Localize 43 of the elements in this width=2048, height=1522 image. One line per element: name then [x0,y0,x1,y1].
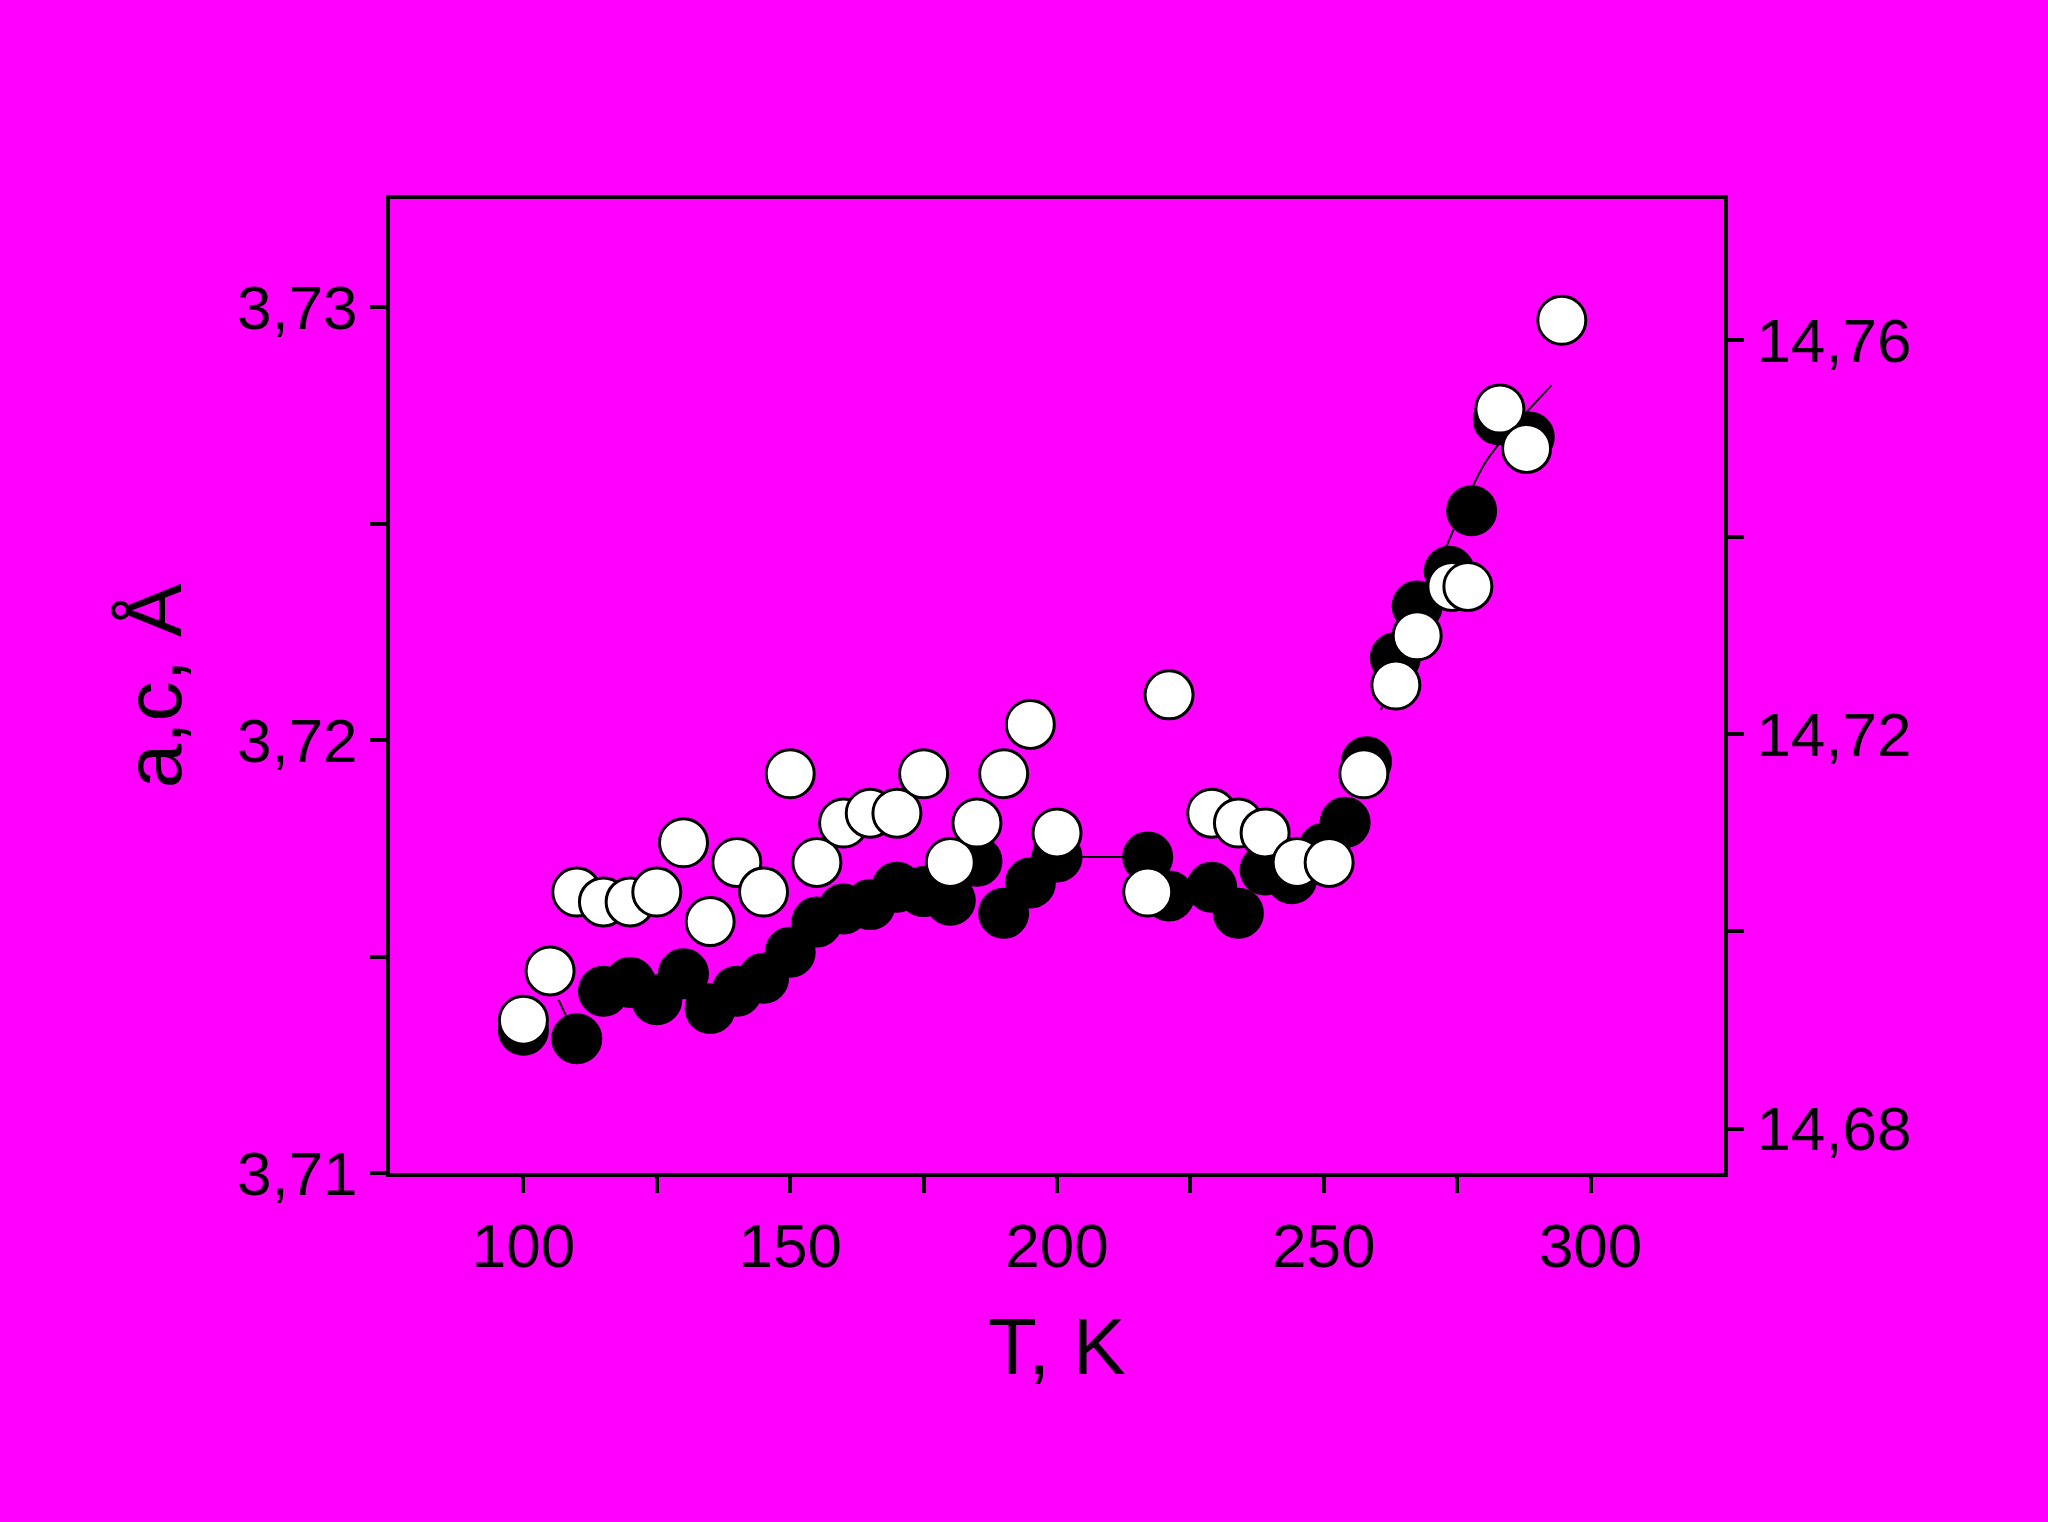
point [524,945,576,997]
point [871,787,923,839]
point [951,797,1003,849]
x-tick-label: 100 [471,1211,576,1281]
point [764,748,816,800]
x-tick-label: 150 [738,1211,842,1281]
y-tick-label: 3,73 [236,272,358,342]
point [1239,807,1291,859]
point [898,748,950,800]
point [497,994,549,1046]
y2-tick-label: 14,76 [1756,305,1912,375]
point [684,896,736,948]
point [924,836,976,888]
point [1474,383,1526,435]
point [1446,485,1498,537]
point [1143,669,1195,721]
point [631,866,683,918]
point [1442,560,1494,612]
point [1031,807,1083,859]
point [1338,748,1390,800]
point [1370,659,1422,711]
y-axis-title: a,c, Å [108,583,198,789]
point [1122,866,1174,918]
point [1212,887,1264,939]
point [738,866,790,918]
point [1319,796,1371,848]
x-tick-label: 250 [1272,1211,1376,1281]
point [791,836,843,888]
point [551,1013,603,1065]
point [1004,698,1056,750]
x-tick-label: 300 [1538,1211,1643,1281]
point [1501,422,1553,474]
y2-tick-label: 14,72 [1756,700,1912,770]
y2-tick-label: 14,68 [1756,1094,1912,1164]
y-tick-label: 3,72 [236,705,358,775]
point [1391,610,1443,662]
y-tick-label: 3,71 [236,1138,358,1208]
x-axis-title: T, K [988,1302,1126,1392]
x-tick-label: 200 [1005,1211,1109,1281]
point [658,948,709,1000]
point [1536,294,1588,346]
point [978,748,1030,800]
point [658,817,709,869]
